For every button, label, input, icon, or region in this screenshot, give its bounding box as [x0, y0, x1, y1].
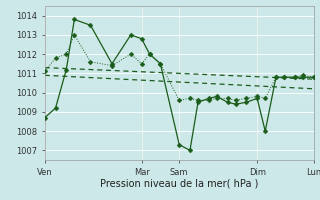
X-axis label: Pression niveau de la mer( hPa ): Pression niveau de la mer( hPa )	[100, 178, 258, 188]
